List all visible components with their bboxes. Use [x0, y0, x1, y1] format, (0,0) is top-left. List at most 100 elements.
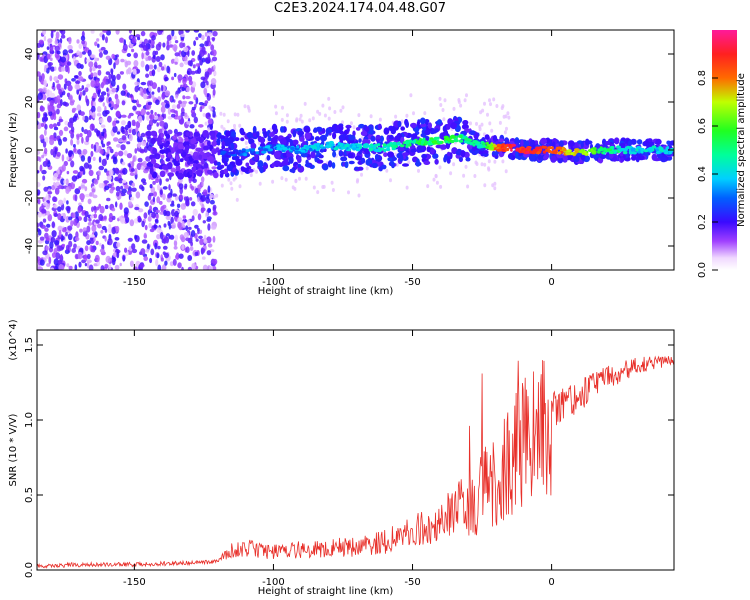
colorbar-tick-label: 0.4 [697, 166, 708, 182]
faint-speck [493, 186, 497, 191]
noise-speck [207, 243, 213, 248]
faint-speck [341, 105, 345, 110]
band-blob [230, 131, 236, 137]
band-blob [580, 141, 584, 149]
noise-speck [194, 187, 199, 194]
band-blob [322, 163, 329, 171]
faint-speck [493, 181, 497, 186]
noise-speck [143, 212, 148, 219]
noise-speck [190, 70, 196, 75]
noise-speck [134, 85, 139, 93]
noise-speck [116, 251, 120, 259]
band-blob [321, 140, 325, 146]
noise-speck [151, 91, 155, 95]
noise-speck [39, 106, 45, 112]
faint-speck [439, 103, 443, 107]
noise-speck [175, 254, 179, 260]
ridge-blob [450, 135, 457, 139]
ridge-blob [626, 145, 630, 149]
noise-speck [82, 230, 88, 237]
faint-speck [238, 123, 242, 128]
noise-speck [114, 237, 120, 241]
noise-speck [140, 132, 146, 138]
faint-speck [434, 174, 438, 179]
noise-speck [90, 30, 95, 34]
ridge-blob [408, 139, 413, 143]
noise-speck [93, 178, 99, 185]
noise-speck [179, 194, 183, 200]
band-blob [316, 149, 320, 156]
noise-speck [80, 182, 86, 190]
noise-speck [159, 232, 164, 240]
noise-speck [77, 149, 82, 155]
noise-speck [149, 113, 155, 120]
noise-speck [56, 121, 61, 127]
noise-speck [181, 266, 184, 270]
noise-speck [76, 62, 82, 69]
band-blob [421, 129, 425, 134]
faint-speck [233, 123, 236, 128]
noise-speck [102, 102, 106, 107]
ridge-blob [352, 145, 357, 149]
noise-speck [137, 36, 141, 41]
faint-speck [293, 186, 297, 191]
noise-speck [56, 83, 61, 91]
noise-speck [132, 34, 136, 39]
ridge-blob [412, 139, 417, 143]
noise-speck [194, 224, 199, 229]
noise-speck [131, 160, 135, 168]
band-blob [292, 139, 299, 145]
noise-speck [85, 135, 90, 143]
faint-speck [330, 180, 334, 185]
faint-speck [355, 179, 359, 184]
faint-speck [432, 177, 436, 182]
noise-speck [124, 184, 129, 190]
noise-speck [200, 207, 206, 212]
noise-speck [57, 260, 62, 265]
noise-speck [174, 61, 178, 65]
noise-speck [88, 264, 94, 270]
noise-speck [163, 223, 167, 228]
noise-speck [79, 133, 83, 138]
ridge-blob [526, 148, 531, 152]
noise-speck [125, 124, 129, 131]
ridge-blob [325, 141, 330, 145]
ridge-blob [632, 151, 637, 155]
noise-speck [92, 111, 96, 119]
noise-speck [86, 83, 91, 88]
faint-speck [298, 117, 302, 122]
noise-speck [201, 248, 206, 254]
noise-speck [78, 76, 84, 82]
noise-speck [130, 196, 135, 201]
faint-speck [222, 127, 226, 132]
noise-speck [100, 265, 105, 270]
ridge-blob [341, 146, 347, 150]
faint-speck [220, 124, 224, 129]
noise-speck [49, 123, 54, 129]
noise-speck [60, 99, 63, 107]
noise-speck [61, 243, 66, 248]
faint-speck [395, 162, 399, 167]
noise-speck [199, 106, 203, 113]
band-blob [523, 140, 530, 148]
ridge-blob [263, 148, 269, 152]
ridge-blob [501, 148, 505, 152]
band-blob [383, 127, 390, 135]
ridge-blob [368, 147, 374, 151]
noise-speck [120, 58, 125, 63]
noise-speck [180, 203, 186, 210]
band-blob [310, 151, 316, 159]
faint-speck [238, 184, 242, 189]
ridge-blob [597, 148, 603, 152]
noise-speck [83, 216, 88, 223]
faint-speck [208, 195, 212, 200]
noise-speck [164, 90, 171, 97]
noise-speck [56, 50, 61, 55]
noise-speck [99, 94, 105, 102]
noise-speck [43, 147, 48, 155]
noise-speck [126, 141, 131, 145]
noise-speck [107, 115, 112, 123]
ridge-blob [427, 142, 433, 146]
noise-speck [98, 214, 104, 221]
ridge-blob [355, 148, 359, 152]
